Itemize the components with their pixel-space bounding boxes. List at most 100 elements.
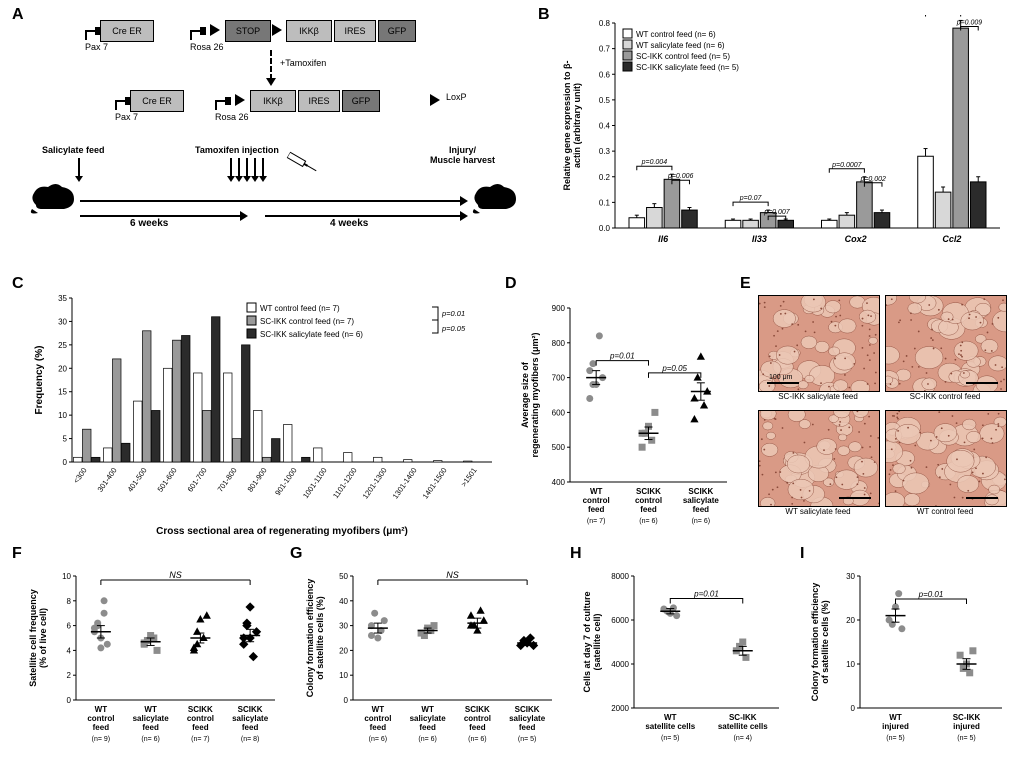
- svg-text:0.1: 0.1: [599, 198, 611, 207]
- svg-text:SC-IKK salicylate feed (n= 5): SC-IKK salicylate feed (n= 5): [636, 63, 739, 72]
- histo-label-1: SC-IKK control feed: [885, 392, 1005, 401]
- svg-text:1101-1200: 1101-1200: [331, 466, 359, 500]
- panel-g-chart: 01020304050Colony formation efficiencyof…: [305, 558, 560, 758]
- svg-text:(n= 6): (n= 6): [369, 736, 387, 743]
- svg-text:(n= 4): (n= 4): [734, 735, 752, 742]
- text-4weeks: 4 weeks: [330, 218, 368, 229]
- svg-text:901-1000: 901-1000: [273, 466, 299, 497]
- svg-text:0.6: 0.6: [599, 70, 611, 79]
- svg-text:(n= 5): (n= 5): [518, 736, 536, 743]
- svg-text:6000: 6000: [611, 616, 629, 625]
- svg-text:(n= 7): (n= 7): [587, 518, 605, 525]
- svg-text:6: 6: [67, 622, 72, 631]
- svg-text:(n= 7): (n= 7): [191, 736, 209, 743]
- svg-text:SCIKKsalicylatefeed: SCIKKsalicylatefeed: [509, 705, 546, 732]
- svg-text:WTinjured: WTinjured: [882, 713, 909, 731]
- svg-text:601-700: 601-700: [185, 466, 208, 494]
- svg-text:0.0: 0.0: [599, 224, 611, 233]
- svg-text:Frequency (%): Frequency (%): [34, 346, 45, 415]
- svg-text:2: 2: [67, 671, 72, 680]
- svg-text:p=0.009: p=0.009: [956, 19, 983, 26]
- svg-text:(n= 8): (n= 8): [241, 736, 259, 743]
- text-pax7: Pax 7: [85, 42, 108, 52]
- panel-f-chart: 0246810Satellite cell frequency(% of liv…: [28, 558, 283, 758]
- svg-text:0: 0: [344, 696, 349, 705]
- svg-text:(n= 6): (n= 6): [468, 736, 486, 743]
- svg-text:10: 10: [58, 411, 67, 420]
- svg-text:1301-1400: 1301-1400: [391, 466, 419, 501]
- svg-text:SC-IKKsatellite cells: SC-IKKsatellite cells: [718, 713, 768, 731]
- svg-text:p=0.007: p=0.007: [763, 209, 791, 216]
- box-gfp: GFP: [378, 20, 416, 42]
- box-creer-2: Cre ER: [130, 90, 184, 112]
- histo-label-0: SC-IKK salicylate feed: [758, 392, 878, 401]
- panel-e-label: E: [740, 275, 751, 293]
- svg-text:p=0.0007: p=0.0007: [831, 162, 862, 169]
- svg-text:WTcontrolfeed: WTcontrolfeed: [583, 487, 610, 514]
- svg-text:401-500: 401-500: [125, 466, 148, 494]
- svg-text:30: 30: [339, 622, 348, 631]
- svg-text:Satellite cell frequency(% of: Satellite cell frequency(% of live cell): [28, 589, 48, 687]
- svg-text:30: 30: [846, 572, 855, 581]
- svg-text:SCIKKcontrolfeed: SCIKKcontrolfeed: [464, 705, 491, 732]
- text-6weeks: 6 weeks: [130, 218, 168, 229]
- syringe-icon: [282, 148, 322, 183]
- svg-text:p=0.05: p=0.05: [441, 324, 466, 333]
- svg-text:SCIKKcontrolfeed: SCIKKcontrolfeed: [187, 705, 214, 732]
- svg-text:0: 0: [67, 696, 72, 705]
- svg-text:Average size ofregenerating my: Average size ofregenerating myofibers (μ…: [520, 332, 540, 457]
- svg-text:0.2: 0.2: [599, 173, 611, 182]
- svg-text:900: 900: [552, 304, 566, 313]
- svg-text:p=0.01: p=0.01: [441, 309, 465, 318]
- svg-text:WT control feed (n= 6): WT control feed (n= 6): [636, 30, 716, 39]
- svg-text:1201-1300: 1201-1300: [361, 466, 389, 501]
- text-gfp: GFP: [388, 26, 407, 36]
- svg-text:10: 10: [846, 660, 855, 669]
- panel-b-label: B: [538, 6, 550, 24]
- svg-text:p=0.01: p=0.01: [693, 590, 719, 599]
- svg-text:801-900: 801-900: [245, 466, 268, 494]
- svg-text:8000: 8000: [611, 572, 629, 581]
- svg-text:Il33: Il33: [752, 234, 767, 244]
- text-rosa26-2: Rosa 26: [215, 112, 249, 122]
- panel-b-chart: 0.00.10.20.30.40.50.60.70.8Relative gene…: [560, 15, 1010, 260]
- svg-text:SC-IKK salicylate feed (n= 6): SC-IKK salicylate feed (n= 6): [260, 330, 363, 339]
- svg-text:SC-IKKinjured: SC-IKKinjured: [953, 713, 981, 731]
- text-stop: STOP: [236, 26, 260, 36]
- svg-text:1401-1500: 1401-1500: [421, 466, 449, 501]
- panel-a-label: A: [12, 6, 24, 24]
- svg-text:15: 15: [58, 388, 67, 397]
- svg-text:20: 20: [339, 646, 348, 655]
- figure-root: A B C D E F G H I Cre ER Pax 7 STOP Rosa…: [0, 0, 1020, 765]
- svg-text:100 μm: 100 μm: [769, 374, 793, 381]
- panel-c-label: C: [12, 275, 24, 293]
- svg-text:Cells at day 7 of culture(sate: Cells at day 7 of culture(satellite cell…: [582, 591, 602, 692]
- svg-text:p=0.07: p=0.07: [739, 195, 763, 202]
- svg-text:0.8: 0.8: [599, 19, 611, 28]
- text-tam-inj: Tamoxifen injection: [195, 145, 279, 155]
- panel-h-label: H: [570, 545, 582, 563]
- svg-text:SC-IKK control feed (n= 5): SC-IKK control feed (n= 5): [636, 52, 730, 61]
- svg-text:40: 40: [339, 597, 348, 606]
- text-ires: IRES: [344, 26, 365, 36]
- histo-tile-3: [885, 410, 1007, 507]
- panel-i-chart: 0102030Colony formation efficiencyof sat…: [810, 558, 1010, 758]
- histo-label-3: WT control feed: [885, 507, 1005, 516]
- svg-text:500: 500: [552, 443, 566, 452]
- mouse-icon-left: [28, 175, 78, 215]
- box-gfp-2: GFP: [342, 90, 380, 112]
- svg-text:0.4: 0.4: [599, 122, 611, 131]
- text-tamoxifen: +Tamoxifen: [280, 58, 326, 68]
- box-ikkb: IKKβ: [286, 20, 332, 42]
- box-ikkb-2: IKKβ: [250, 90, 296, 112]
- svg-text:(n= 5): (n= 5): [661, 735, 679, 742]
- histo-tile-2: [758, 410, 880, 507]
- svg-text:SCIKKsalicylatefeed: SCIKKsalicylatefeed: [232, 705, 269, 732]
- svg-text:WTsalicylatefeed: WTsalicylatefeed: [133, 705, 170, 732]
- svg-text:p=0.006: p=0.006: [667, 173, 694, 180]
- text-pax7-2: Pax 7: [115, 112, 138, 122]
- svg-text:301-400: 301-400: [95, 466, 118, 494]
- svg-text:0.5: 0.5: [599, 96, 611, 105]
- mouse-icon-right: [470, 175, 520, 215]
- svg-text:800: 800: [552, 339, 566, 348]
